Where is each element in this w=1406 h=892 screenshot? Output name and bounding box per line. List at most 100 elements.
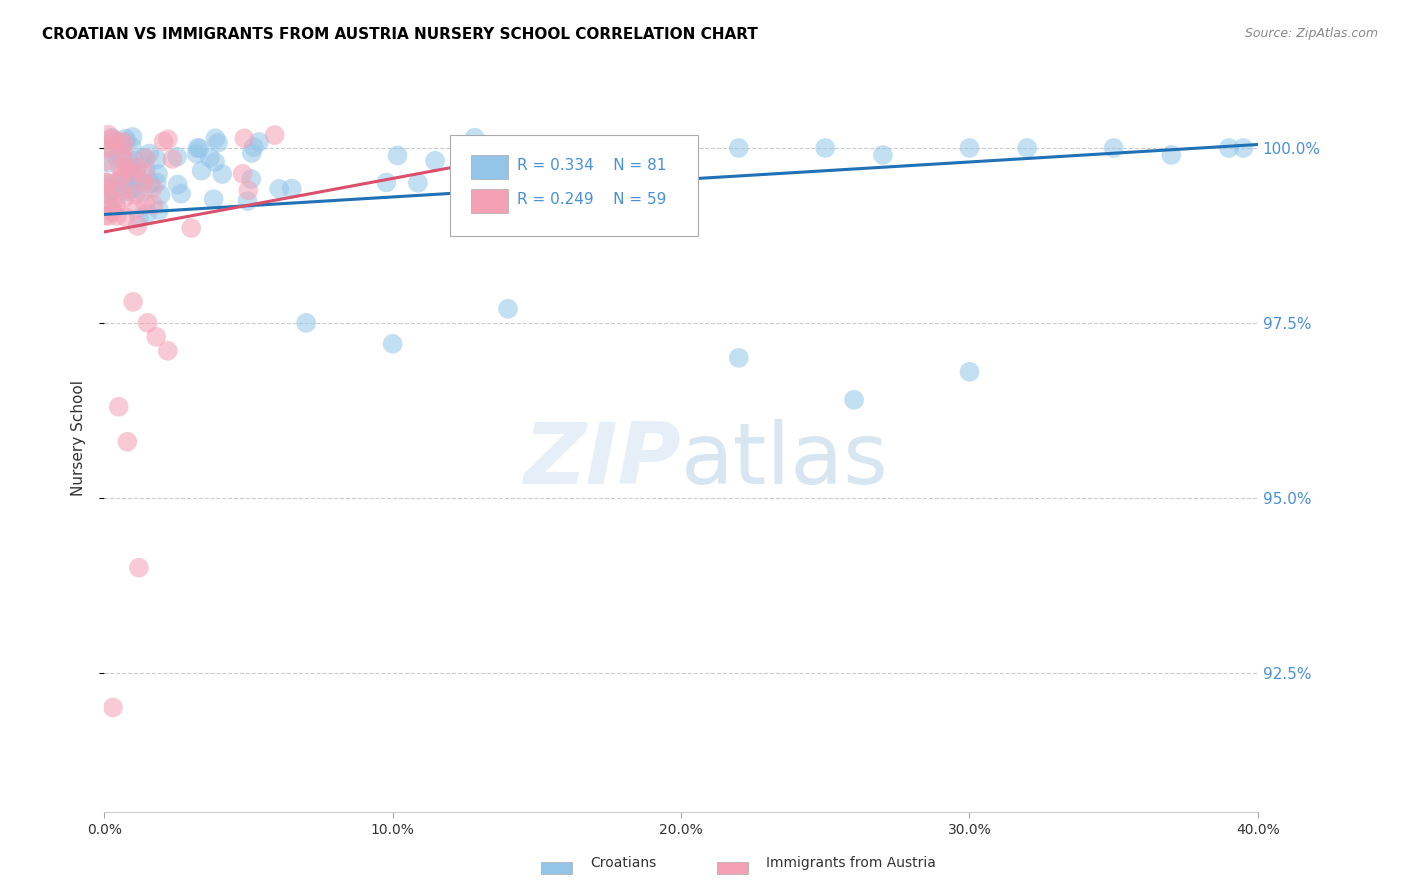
Point: [1017, 141, 1039, 155]
Point: [464, 130, 486, 145]
Point: [100, 132, 122, 146]
Text: Source: ZipAtlas.com: Source: ZipAtlas.com: [1244, 27, 1378, 40]
Point: [135, 151, 157, 165]
Point: [110, 172, 132, 186]
Point: [211, 167, 233, 181]
Point: [117, 434, 139, 449]
Point: [124, 153, 146, 168]
Point: [295, 316, 318, 330]
Point: [190, 163, 212, 178]
Point: [111, 137, 134, 152]
Point: [148, 203, 170, 218]
Point: [97, 140, 120, 154]
Point: [105, 175, 128, 189]
Point: [1102, 141, 1125, 155]
Point: [97, 209, 120, 223]
Point: [120, 161, 142, 176]
Text: CROATIAN VS IMMIGRANTS FROM AUSTRIA NURSERY SCHOOL CORRELATION CHART: CROATIAN VS IMMIGRANTS FROM AUSTRIA NURS…: [42, 27, 758, 42]
Point: [139, 176, 162, 190]
Point: [97, 155, 120, 169]
Point: [118, 185, 141, 199]
Point: [97, 138, 120, 153]
Point: [240, 146, 263, 161]
Point: [204, 155, 226, 169]
Point: [107, 152, 129, 166]
Point: [166, 150, 188, 164]
Point: [238, 183, 260, 197]
Point: [240, 172, 263, 186]
Point: [204, 131, 226, 145]
Point: [132, 176, 155, 190]
Point: [94, 180, 117, 194]
Point: [112, 146, 135, 161]
Point: [93, 154, 115, 169]
Point: [97, 128, 120, 142]
Point: [959, 365, 981, 379]
Point: [122, 294, 145, 309]
Point: [100, 201, 122, 215]
Point: [108, 179, 131, 194]
Point: [423, 153, 446, 168]
Point: [124, 187, 146, 202]
Point: [105, 209, 128, 223]
Point: [114, 191, 136, 205]
Point: [1160, 148, 1182, 162]
Point: [121, 166, 143, 180]
Point: [121, 130, 143, 145]
Point: [145, 330, 167, 344]
Point: [387, 148, 409, 162]
Point: [94, 187, 117, 202]
Point: [110, 149, 132, 163]
Point: [152, 135, 174, 149]
Point: [375, 176, 398, 190]
Point: [132, 185, 155, 199]
Point: [114, 131, 136, 145]
Point: [263, 128, 285, 142]
Point: [115, 161, 138, 176]
Point: [136, 316, 159, 330]
Point: [101, 205, 124, 219]
Point: [122, 181, 145, 195]
Point: [207, 136, 229, 150]
Point: [132, 151, 155, 165]
Point: [105, 191, 128, 205]
Point: [232, 167, 254, 181]
Point: [111, 135, 134, 149]
Point: [101, 130, 124, 145]
Point: [842, 392, 865, 407]
Point: [97, 195, 120, 210]
Point: [138, 146, 160, 161]
Text: ZIP: ZIP: [523, 419, 681, 502]
Point: [136, 206, 159, 220]
Point: [872, 148, 894, 162]
Point: [202, 192, 225, 206]
Point: [135, 162, 157, 177]
Point: [188, 141, 211, 155]
Point: [145, 176, 167, 190]
Point: [112, 153, 135, 167]
Point: [107, 400, 129, 414]
Point: [94, 208, 117, 222]
Point: [125, 202, 148, 216]
Point: [108, 160, 131, 174]
Point: [97, 188, 120, 202]
FancyBboxPatch shape: [471, 154, 508, 178]
Point: [247, 135, 270, 149]
Point: [111, 167, 134, 181]
Point: [180, 221, 202, 235]
Point: [114, 210, 136, 224]
Text: R = 0.249    N = 59: R = 0.249 N = 59: [517, 192, 666, 207]
Point: [128, 211, 150, 225]
Point: [269, 182, 291, 196]
Point: [105, 200, 128, 214]
Y-axis label: Nursery School: Nursery School: [72, 380, 86, 496]
Point: [149, 187, 172, 202]
Point: [156, 343, 179, 358]
Point: [187, 141, 209, 155]
Text: Croatians: Croatians: [591, 856, 657, 870]
Point: [124, 173, 146, 187]
Point: [1218, 141, 1240, 155]
Point: [170, 186, 193, 201]
Point: [101, 700, 124, 714]
Text: atlas: atlas: [681, 419, 889, 502]
